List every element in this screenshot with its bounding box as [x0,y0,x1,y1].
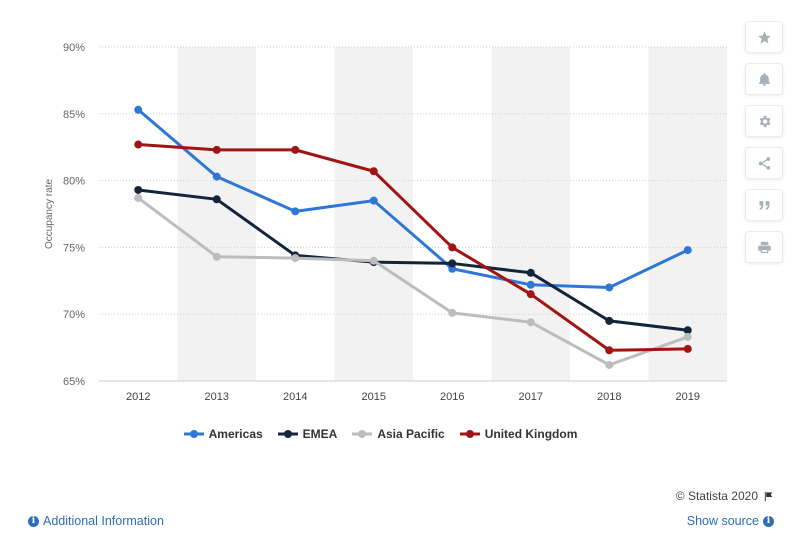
flag-icon [764,491,773,501]
data-point-united-kingdom [369,167,378,176]
data-point-emea [526,268,535,277]
x-tick-label: 2012 [126,391,150,403]
data-point-asia-pacific [291,254,300,263]
legend-swatch [352,430,373,438]
data-point-americas [369,196,378,205]
x-tick-label: 2013 [205,391,229,403]
data-point-asia-pacific [526,318,535,327]
y-axis-title: Occupancy rate [44,179,55,249]
x-tick-label: 2019 [676,391,700,403]
legend-label: Americas [208,427,263,441]
additional-information-link[interactable]: i Additional Information [28,514,164,528]
chart-legend: Americas EMEA Asia Pacific United Kingdom [0,427,760,441]
data-point-asia-pacific [212,252,221,261]
print-icon [757,241,771,253]
star-icon [757,30,771,43]
credit-text: © Statista 2020 [675,489,758,503]
data-point-emea [683,326,692,335]
data-point-asia-pacific [134,193,143,202]
column-band [648,47,727,381]
x-tick-label: 2014 [283,391,307,403]
column-band [491,47,570,381]
additional-information-label: Additional Information [43,514,164,528]
data-point-americas [212,172,221,181]
share-button[interactable] [745,147,783,179]
legend-label: United Kingdom [484,427,578,441]
statista-credit: © Statista 2020 [676,489,774,503]
share-icon [758,156,770,170]
legend-swatch [459,430,480,438]
data-point-united-kingdom [212,145,221,154]
column-band [334,47,413,381]
data-point-united-kingdom [683,344,692,353]
data-point-americas [605,283,614,292]
legend-swatch [277,430,298,438]
y-tick-label: 75% [63,242,85,254]
print-button[interactable] [745,231,783,263]
legend-item-americas[interactable]: Americas [183,427,263,441]
info-icon: i [28,515,39,527]
x-tick-label: 2015 [362,391,386,403]
legend-swatch [183,430,204,438]
data-point-americas [683,246,692,255]
y-tick-label: 80% [63,176,85,188]
data-point-emea [448,259,457,268]
legend-label: EMEA [302,427,338,441]
data-point-emea [605,316,614,325]
data-point-asia-pacific [683,332,692,341]
x-tick-label: 2017 [519,391,543,403]
data-point-united-kingdom [448,243,457,252]
data-point-united-kingdom [291,145,300,154]
y-tick-label: 85% [63,109,85,121]
x-tick-label: 2018 [597,391,621,403]
series-line-emea [136,188,690,332]
data-point-americas [526,280,535,289]
data-point-asia-pacific [605,360,614,369]
quote-icon [759,200,769,210]
data-point-emea [134,185,143,194]
bell-icon [758,72,770,86]
series-line-asia-pacific [136,196,690,367]
favorite-button[interactable] [745,21,783,53]
data-point-asia-pacific [448,308,457,317]
notification-button[interactable] [745,63,783,95]
y-tick-label: 70% [63,309,85,321]
data-point-united-kingdom [605,346,614,355]
legend-item-emea[interactable]: EMEA [277,427,338,441]
data-point-americas [291,207,300,216]
column-band [177,47,256,381]
cite-button[interactable] [745,189,783,221]
legend-item-united-kingdom[interactable]: United Kingdom [459,427,578,441]
legend-item-asia-pacific[interactable]: Asia Pacific [351,427,445,441]
settings-button[interactable] [745,105,783,137]
data-point-united-kingdom [526,290,535,299]
data-point-asia-pacific [369,256,378,265]
y-tick-label: 90% [63,42,85,54]
show-source-link[interactable]: Show source i [687,514,774,528]
info-icon: i [763,515,774,527]
x-tick-label: 2016 [440,391,464,403]
y-tick-label: 65% [63,376,85,388]
legend-label: Asia Pacific [377,427,445,441]
series-line-united-kingdom [136,143,690,352]
series-line-americas [136,108,690,289]
gear-icon [759,115,770,127]
show-source-label: Show source [686,514,759,528]
data-point-united-kingdom [134,140,143,149]
data-point-americas [134,105,143,114]
data-point-emea [212,195,221,204]
